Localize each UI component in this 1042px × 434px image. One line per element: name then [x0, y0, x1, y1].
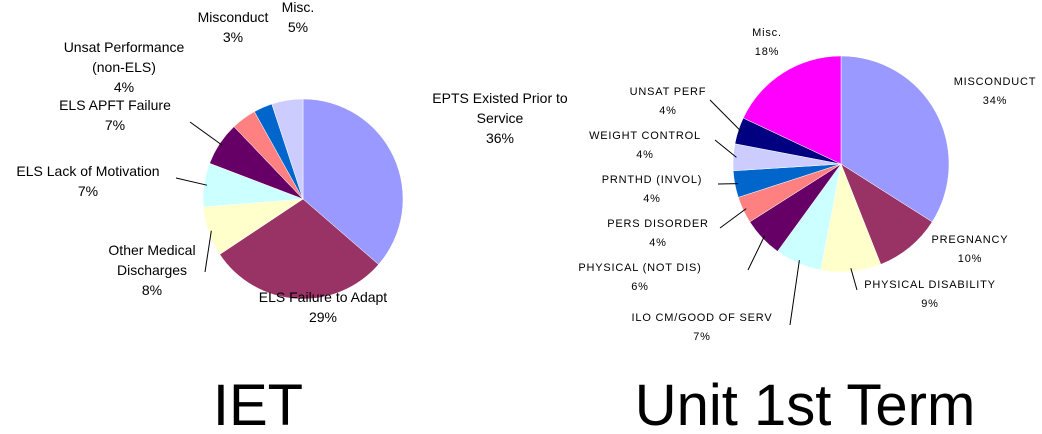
- slice-value-label: 4%: [643, 193, 661, 205]
- slice-value-label: 6%: [631, 281, 649, 293]
- slice-value-label: 4%: [114, 79, 134, 95]
- slice-value-label: 4%: [636, 149, 654, 161]
- slice-label: ELS Failure to Adapt: [259, 289, 388, 305]
- slice-value-label: 18%: [755, 46, 779, 58]
- slice-label: PERS DISORDER: [607, 218, 708, 230]
- label-line: Unsat Performance: [64, 39, 185, 55]
- slice-label: PREGNANCY: [932, 234, 1009, 246]
- slice-value-label: 36%: [486, 130, 514, 146]
- slice-value-label: 8%: [142, 282, 162, 298]
- slice-label: Other Medical Discharges: [108, 242, 195, 278]
- slice-label: Misconduct: [198, 9, 269, 25]
- label-line: Misc.: [752, 27, 782, 39]
- slice-value-label: 5%: [288, 19, 308, 35]
- chart-title: Unit 1st Term: [635, 373, 976, 434]
- slice-label: Misc.: [752, 27, 782, 39]
- label-line: WEIGHT CONTROL: [589, 130, 701, 142]
- label-line: PHYSICAL (NOT DIS): [578, 262, 701, 274]
- slice-value-label: 3%: [223, 29, 243, 45]
- label-line: Other Medical: [108, 242, 195, 258]
- leader-line: [189, 121, 223, 146]
- pie-slice: [302, 98, 404, 265]
- leader-line: [204, 230, 212, 273]
- slice-label: ELS APFT Failure: [59, 97, 171, 113]
- slice-label: ILO CM/GOOD OF SERV: [632, 312, 773, 324]
- slice-value-label: 4%: [659, 105, 677, 117]
- slice-label: PHYSICAL DISABILITY: [864, 279, 996, 291]
- slice-label: ELS Lack of Motivation: [16, 163, 159, 179]
- label-line: PERS DISORDER: [607, 218, 708, 230]
- leader-line: [719, 208, 747, 229]
- slice-value-label: 34%: [983, 95, 1007, 107]
- label-line: PRNTHD (INVOL): [602, 174, 702, 186]
- slice-label: Misc.: [282, 0, 315, 15]
- pie-slice: [742, 55, 842, 165]
- label-line: (non-ELS): [92, 59, 156, 75]
- label-line: Discharges: [117, 262, 187, 278]
- slice-label: PRNTHD (INVOL): [602, 174, 702, 186]
- slice-value-label: 4%: [649, 237, 667, 249]
- label-line: ELS Failure to Adapt: [259, 289, 388, 305]
- leader-line: [714, 139, 737, 158]
- leader-line: [747, 235, 766, 271]
- chart-title: IET: [213, 373, 303, 434]
- label-line: MISCONDUCT: [954, 76, 1037, 88]
- label-line: Service: [477, 110, 524, 126]
- slice-label: Unsat Performance (non-ELS): [64, 39, 185, 75]
- slice-value-label: 7%: [693, 331, 711, 343]
- slice-label: EPTS Existed Prior to Service: [432, 90, 568, 126]
- label-line: UNSAT PERF: [630, 86, 707, 98]
- slice-label: MISCONDUCT: [954, 76, 1037, 88]
- leader-line: [175, 177, 208, 186]
- slice-value-label: 9%: [921, 298, 939, 310]
- label-line: ELS Lack of Motivation: [16, 163, 159, 179]
- leader-line: [850, 268, 858, 291]
- label-line: PREGNANCY: [932, 234, 1009, 246]
- slice-value-label: 10%: [958, 253, 982, 265]
- slice-label: PHYSICAL (NOT DIS): [578, 262, 701, 274]
- slice-value-label: 29%: [309, 309, 337, 325]
- pie-slice: [271, 98, 304, 200]
- label-line: ELS APFT Failure: [59, 97, 171, 113]
- label-line: ILO CM/GOOD OF SERV: [632, 312, 773, 324]
- label-line: PHYSICAL DISABILITY: [864, 279, 996, 291]
- pie-slice: [219, 198, 379, 300]
- label-line: Misconduct: [198, 9, 269, 25]
- slice-label: WEIGHT CONTROL: [589, 130, 701, 142]
- label-line: Misc.: [282, 0, 315, 15]
- pie-slice: [840, 55, 950, 223]
- label-line: EPTS Existed Prior to: [432, 90, 568, 106]
- leader-line: [789, 260, 800, 326]
- slice-label: UNSAT PERF: [630, 86, 707, 98]
- slice-value-label: 7%: [78, 183, 98, 199]
- leader-line: [709, 99, 742, 132]
- slice-value-label: 7%: [105, 117, 125, 133]
